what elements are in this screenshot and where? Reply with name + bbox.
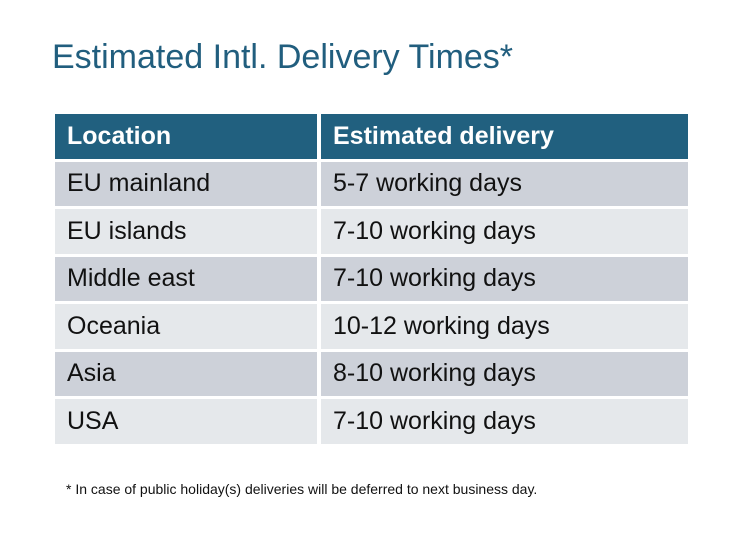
delivery-cell: 7-10 working days — [321, 256, 688, 301]
footnote: * In case of public holiday(s) deliverie… — [66, 481, 538, 497]
delivery-cell: 10-12 working days — [321, 304, 688, 349]
location-cell: Middle east — [55, 256, 317, 301]
header-estimated-delivery: Estimated delivery — [321, 114, 688, 159]
table-row: Oceania 10-12 working days — [55, 304, 688, 349]
delivery-cell: 5-7 working days — [321, 161, 688, 206]
location-cell: USA — [55, 399, 317, 444]
delivery-cell: 7-10 working days — [321, 399, 688, 444]
table-header-row: Location Estimated delivery — [55, 114, 688, 159]
delivery-cell: 8-10 working days — [321, 351, 688, 396]
table-row: Middle east 7-10 working days — [55, 256, 688, 301]
table-row: Asia 8-10 working days — [55, 351, 688, 396]
table-row: USA 7-10 working days — [55, 399, 688, 444]
header-location: Location — [55, 114, 317, 159]
location-cell: Oceania — [55, 304, 317, 349]
location-cell: EU islands — [55, 209, 317, 254]
location-cell: EU mainland — [55, 161, 317, 206]
delivery-table: Location Estimated delivery EU mainland … — [51, 111, 692, 447]
page-title: Estimated Intl. Delivery Times* — [52, 38, 514, 76]
location-cell: Asia — [55, 351, 317, 396]
delivery-cell: 7-10 working days — [321, 209, 688, 254]
table-row: EU islands 7-10 working days — [55, 209, 688, 254]
table-row: EU mainland 5-7 working days — [55, 161, 688, 206]
